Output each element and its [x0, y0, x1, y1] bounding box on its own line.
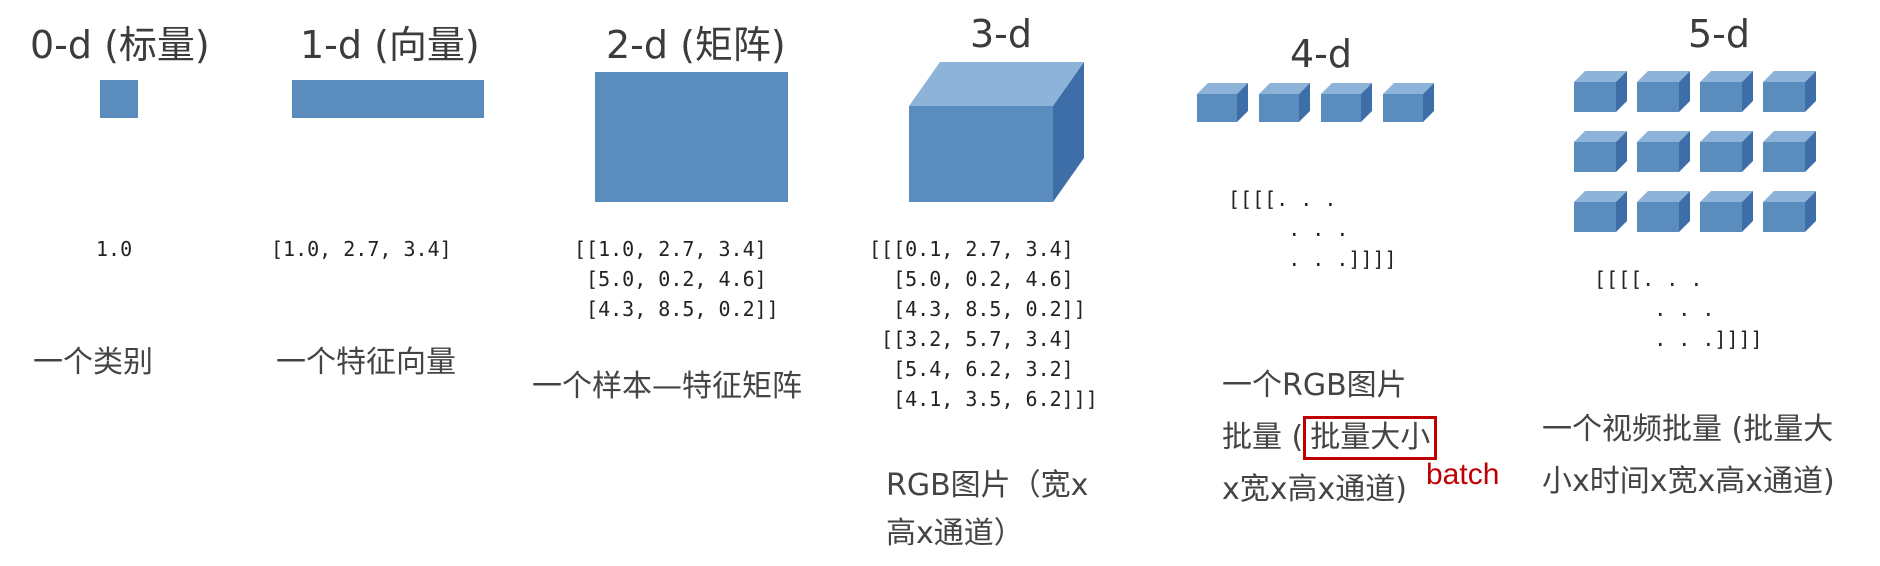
cube-top [1637, 71, 1690, 82]
code-5d-line: . . .]]]] [1594, 327, 1763, 351]
desc-3d: RGB图片（宽x 高x通道） [886, 462, 1088, 558]
code-3d-line: [5.4, 6.2, 3.2] [869, 357, 1074, 381]
cube-top [1321, 83, 1372, 94]
cube-top [1574, 191, 1627, 202]
title-2d: 2-d (矩阵) [606, 23, 786, 67]
cube-side [1805, 71, 1816, 112]
title-3d: 3-d [970, 12, 1033, 56]
code-3d-line: [[3.2, 5.7, 3.4] [869, 327, 1074, 351]
code-3d-line: [5.0, 0.2, 4.6] [869, 267, 1074, 291]
desc-0d: 一个类别 [33, 345, 153, 380]
matrix-shape [595, 72, 788, 202]
cube-front [1574, 82, 1616, 112]
code-5d: [[[[. . . . . . . . .]]]] [1594, 264, 1763, 354]
cube-front [1574, 202, 1616, 232]
code-4d: [[[[. . . . . . . . .]]]] [1228, 184, 1397, 274]
cube-front [1763, 82, 1805, 112]
scalar-shape [100, 80, 138, 118]
cube-side [1742, 191, 1753, 232]
code-4d-line: [[[[. . . [1228, 187, 1337, 211]
code-3d-line: [4.3, 8.5, 0.2]] [869, 297, 1086, 321]
desc-5d-line: 小x时间x宽x高x通道) [1542, 464, 1835, 499]
cube-top [1763, 131, 1816, 142]
title-1d: 1-d (向量) [300, 23, 480, 67]
cube-side [1299, 83, 1310, 122]
cube-top [1259, 83, 1310, 94]
code-4d-line: . . .]]]] [1228, 247, 1397, 271]
cube-top [1700, 71, 1753, 82]
batch-label: batch [1426, 458, 1500, 491]
cube-top [1700, 131, 1753, 142]
cube-top [1574, 71, 1627, 82]
code-2d-line: [4.3, 8.5, 0.2]] [574, 297, 779, 321]
desc-2d: 一个样本—特征矩阵 [532, 369, 802, 404]
code-5d-line: [[[[. . . [1594, 267, 1703, 291]
desc-5d: 一个视频批量 (批量大 小x时间x宽x高x通道) [1542, 404, 1835, 508]
cube-side [1805, 131, 1816, 172]
cube-side [1616, 131, 1627, 172]
cube-top [1763, 191, 1816, 202]
cube-top [1574, 131, 1627, 142]
cube-side [1805, 191, 1816, 232]
cube-top [1197, 83, 1248, 94]
cube-front [1321, 94, 1361, 122]
cube-front [1700, 202, 1742, 232]
cube-front [1574, 142, 1616, 172]
desc-4d-line3: x宽x高x通道) [1222, 472, 1407, 507]
cube-side [1361, 83, 1372, 122]
cube-side [1679, 131, 1690, 172]
cube-side [1237, 83, 1248, 122]
cube-front [1637, 202, 1679, 232]
cube-top [1383, 83, 1434, 94]
code-2d-line: [5.0, 0.2, 4.6] [574, 267, 767, 291]
code-0d: 1.0 [96, 237, 133, 261]
batch-size-highlight: 批量大小 [1303, 416, 1438, 460]
cube-front [1259, 94, 1299, 122]
desc-4d-prefix: 批量 ( [1222, 420, 1304, 455]
code-2d: [[1.0, 2.7, 3.4] [5.0, 0.2, 4.6] [4.3, 8… [574, 234, 779, 324]
desc-4d-line2: 批量 (批量大小 [1222, 412, 1438, 464]
cube-front [1700, 142, 1742, 172]
cube-front [1197, 94, 1237, 122]
code-1d: [1.0, 2.7, 3.4] [271, 237, 452, 261]
code-4d-line: . . . [1228, 217, 1349, 241]
desc-3d-line: 高x通道） [886, 516, 1024, 551]
title-0d: 0-d (标量) [30, 23, 210, 67]
cube-front [1637, 82, 1679, 112]
cube-side [1742, 131, 1753, 172]
cube-side [1616, 71, 1627, 112]
cube-front [1700, 82, 1742, 112]
desc-4d-line1: 一个RGB图片 [1222, 368, 1407, 403]
desc-1d: 一个特征向量 [276, 345, 456, 380]
vector-shape [292, 80, 484, 118]
cube-side [1423, 83, 1434, 122]
cube-side [1742, 71, 1753, 112]
cube-top [1763, 71, 1816, 82]
desc-4d: 一个RGB图片 批量 (批量大小 x宽x高x通道) [1222, 360, 1438, 516]
cube-front [1763, 142, 1805, 172]
title-5d: 5-d [1688, 12, 1751, 56]
cube-side [1616, 191, 1627, 232]
cube-top [1637, 191, 1690, 202]
code-2d-line: [[1.0, 2.7, 3.4] [574, 237, 767, 261]
cube-front [1763, 202, 1805, 232]
code-3d: [[[0.1, 2.7, 3.4] [5.0, 0.2, 4.6] [4.3, … [869, 234, 1098, 414]
cube-front [1383, 94, 1423, 122]
code-3d-line: [4.1, 3.5, 6.2]]] [869, 387, 1098, 411]
cube-top [1700, 191, 1753, 202]
cube-side [1679, 191, 1690, 232]
title-4d: 4-d [1290, 32, 1353, 76]
cube-top [1637, 131, 1690, 142]
desc-3d-line: RGB图片（宽x [886, 468, 1089, 503]
code-3d-line: [[[0.1, 2.7, 3.4] [869, 237, 1074, 261]
cube-front [1637, 142, 1679, 172]
cube-side [1679, 71, 1690, 112]
code-5d-line: . . . [1594, 297, 1715, 321]
desc-5d-line: 一个视频批量 (批量大 [1542, 412, 1834, 447]
